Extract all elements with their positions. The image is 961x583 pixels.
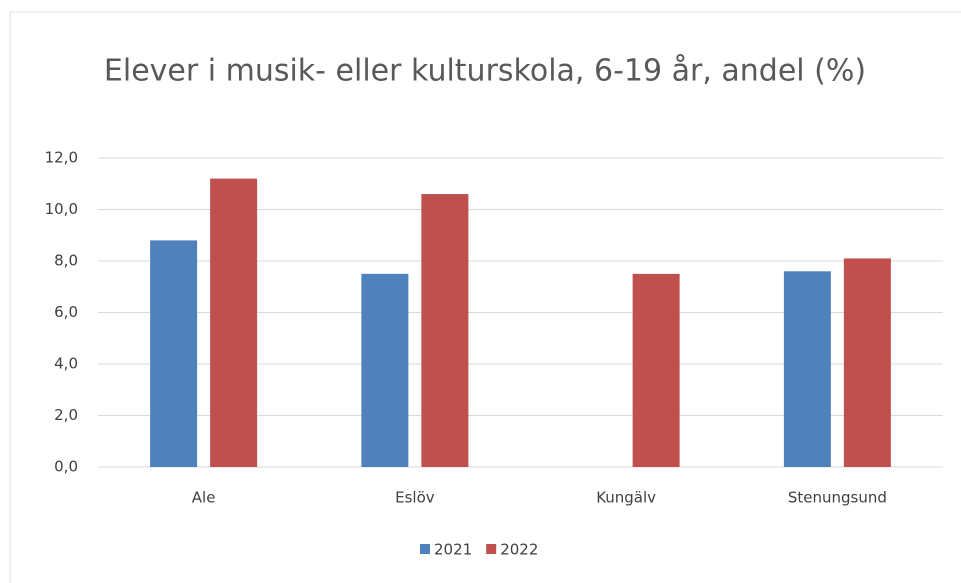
legend-swatch <box>420 544 430 554</box>
y-tick-label: 10,0 <box>45 200 78 218</box>
x-tick-label: Ale <box>192 489 216 507</box>
y-tick-label: 0,0 <box>54 458 78 476</box>
bar <box>843 258 891 467</box>
bar <box>632 273 680 467</box>
x-tick-label: Kungälv <box>596 489 656 507</box>
x-tick-label: Stenungsund <box>788 489 887 507</box>
bar <box>210 178 258 467</box>
x-tick-label: Eslöv <box>395 489 435 507</box>
bar <box>150 240 198 467</box>
y-tick-label: 8,0 <box>54 252 78 270</box>
bar <box>421 194 469 468</box>
legend-label: 2022 <box>500 541 538 559</box>
legend-label: 2021 <box>434 541 472 559</box>
bar <box>361 273 409 467</box>
y-tick-label: 2,0 <box>54 406 78 424</box>
legend-swatch <box>486 544 497 554</box>
bar <box>783 271 831 467</box>
chart-title: Elever i musik- eller kulturskola, 6-19 … <box>104 54 866 89</box>
y-tick-label: 4,0 <box>54 355 78 373</box>
y-tick-label: 6,0 <box>54 303 78 321</box>
y-tick-label: 12,0 <box>45 149 78 167</box>
